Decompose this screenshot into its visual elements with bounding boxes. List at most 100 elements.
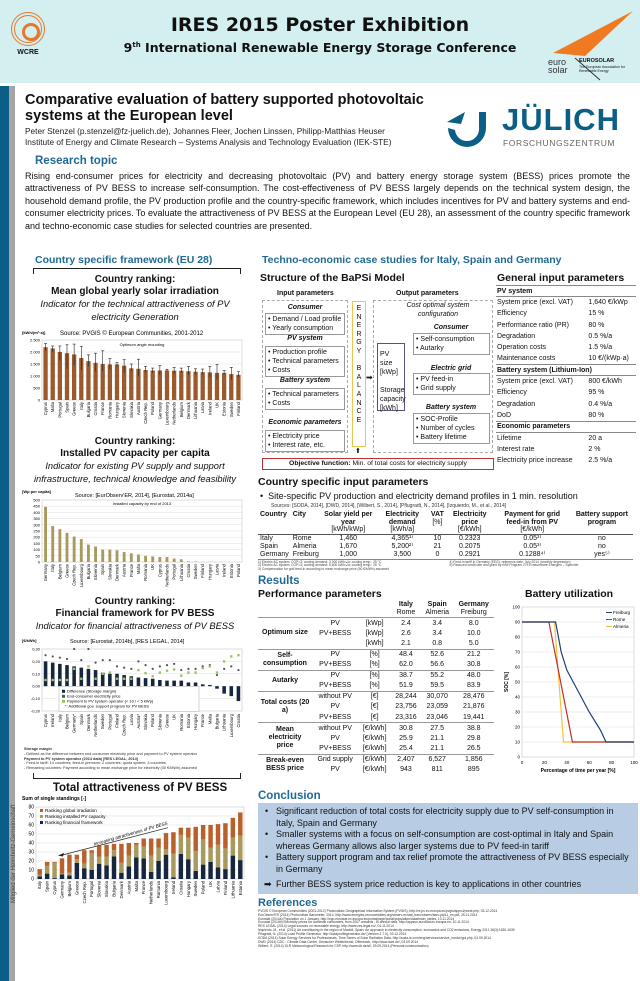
params-row: Efficiency 95 % — [497, 389, 605, 397]
input-item: • Demand / Load profile — [268, 316, 342, 323]
x-tick-label: Portugal — [57, 402, 62, 418]
storage-margin-bar — [179, 680, 184, 687]
output-group-box: • SOC-Profile • Number of cycles • Battery… — [413, 413, 490, 444]
output-item: • Grid supply — [416, 385, 456, 392]
storage-margin-notes: Storage margin - Defined as the differenc… — [24, 747, 197, 771]
storage-margin-bar — [200, 684, 205, 687]
y-tick-label: 0 — [38, 560, 41, 565]
legend-swatch — [62, 694, 65, 698]
y-tick-label: 60 — [515, 665, 521, 670]
y-tick-label: 10 — [515, 740, 521, 745]
electricity-price-marker — [237, 668, 240, 672]
input-item: • Costs — [268, 400, 291, 407]
table-row: PV+BESS [€] 23,316 23,046 19,441 — [319, 713, 485, 721]
feed-in-payment-marker — [194, 671, 197, 674]
x-tick-label: Ireland — [207, 401, 212, 414]
x-tick-label: Denmark — [119, 880, 124, 898]
y-tick-label: 2.500 — [30, 338, 41, 343]
bar — [122, 552, 126, 562]
bar — [108, 549, 112, 562]
stacked-bar-segment — [156, 847, 161, 861]
bar — [214, 372, 220, 400]
stacked-bar-segment — [186, 859, 191, 879]
electricity-price-marker — [187, 667, 190, 670]
stacked-bar-segment — [119, 843, 124, 863]
params-row: System price (excl. VAT) 1,640 €/kWp — [497, 299, 628, 307]
stacked-bar-segment — [171, 877, 176, 879]
storage-margin-bar — [186, 682, 191, 687]
battery-utilization-chart: 0 10 20 30 40 50 60 70 80 90 100 0 20 40 60 80 100 Percen… — [504, 605, 638, 775]
feed-in-payment-marker — [108, 671, 112, 674]
y-tick-label: 1.500 — [30, 362, 41, 367]
x-tick-label: Luxembourg — [164, 880, 169, 904]
params-row: System price (excl. VAT) 800 €/kWh — [497, 378, 622, 386]
x-tick-label: Italy — [57, 713, 62, 722]
x-tick-label: Slovakia — [143, 713, 148, 729]
y-tick-label: 0,10 — [32, 671, 41, 676]
storage-margin-bar — [72, 666, 76, 687]
stacked-bar-segment — [104, 844, 109, 857]
x-tick-label: Slovakia — [107, 563, 112, 579]
stacked-bar-segment — [178, 853, 184, 879]
x-tick-label: Sweden — [229, 401, 234, 417]
stacked-bar-segment — [148, 855, 154, 872]
bar — [51, 526, 55, 562]
y-tick-label: 400 — [33, 510, 40, 515]
x-tick-label: Malta — [134, 880, 139, 891]
stacked-bar-segment — [156, 838, 161, 848]
legend-swatch — [40, 820, 43, 824]
column-header: Country — [260, 511, 287, 518]
arrow-right-icon: ➡ — [366, 373, 373, 382]
storage-margin-bar — [236, 686, 241, 702]
conclusion-item: Smaller systems with a focus on self-con… — [264, 829, 632, 852]
storage-margin-bar — [115, 673, 119, 687]
trend-arrow — [59, 827, 169, 856]
electricity-price-marker — [173, 662, 176, 665]
stacked-bar-segment — [215, 824, 221, 845]
feed-in-payment-marker — [187, 671, 190, 674]
x-tick-label: 100 — [630, 760, 638, 765]
general-params-title: General input parameters — [497, 272, 625, 284]
stacked-bar-segment — [111, 843, 117, 851]
x-tick-label: Slovenia — [97, 880, 102, 897]
feed-in-payment-marker — [144, 671, 147, 675]
research-topic-text: Rising end-consumer prices for electrici… — [25, 171, 630, 231]
footnote: 2) Electric AC system: COP=3; cooling de… — [258, 563, 382, 568]
x-tick-label: France — [129, 563, 134, 577]
y-tick-label: 0 — [517, 755, 520, 760]
reference-item: PVGIS © European Communities (2001-2012)… — [258, 908, 498, 913]
electricity-price-marker — [151, 667, 154, 670]
x-tick-label: Germany — [43, 563, 48, 581]
bar — [43, 347, 48, 400]
storage-margin-bar — [208, 684, 212, 687]
table-row: PV+BESS [€/kWh] 25.4 21.1 26.5 — [319, 745, 481, 753]
feed-in-payment-marker — [130, 677, 133, 680]
table-row: Spain Almeria 1,670 5,200²⁾ 21 0.2075 0.05³⁾ no — [260, 542, 606, 550]
table-row: PV [€/kWh] 943 811 895 — [330, 766, 480, 774]
x-tick-label: Finland — [115, 713, 120, 727]
stacked-bar-segment — [111, 850, 117, 857]
x-tick-label: Netherlands — [172, 402, 177, 425]
results-heading: Results — [258, 575, 300, 588]
electricity-price-marker — [94, 661, 97, 664]
x-tick-label: Lithuania — [179, 563, 184, 581]
x-tick-label: Hungary — [193, 713, 198, 730]
poster-title: Comparative evaluation of battery suppor… — [25, 92, 424, 124]
footnote: 5) Reduced credit rate and grant by KfW … — [449, 563, 579, 568]
bar — [193, 371, 198, 400]
stacked-bar-segment — [208, 861, 213, 879]
total-attractiveness-chart: Sum of single standings [-] 0 10 20 30 40 50 60… — [22, 796, 245, 905]
output-group-box: • PV feed-in • Grid supply — [413, 373, 490, 395]
x-tick-label: Lithuania — [222, 713, 227, 731]
stacked-bar-segment — [74, 854, 80, 860]
y-axis-label: SOC [%] — [504, 672, 510, 692]
electricity-price-marker — [158, 665, 161, 668]
storage-margin-bar — [50, 662, 55, 687]
x-tick-label: Sweden — [100, 713, 105, 729]
feed-in-payment-marker — [215, 671, 219, 674]
electricity-price-marker — [180, 668, 183, 672]
column-header: Italy Rome — [390, 601, 421, 619]
y-tick-label: 100 — [512, 605, 520, 610]
stacked-bar-segment — [74, 862, 80, 879]
stacked-bar-segment — [37, 876, 42, 879]
